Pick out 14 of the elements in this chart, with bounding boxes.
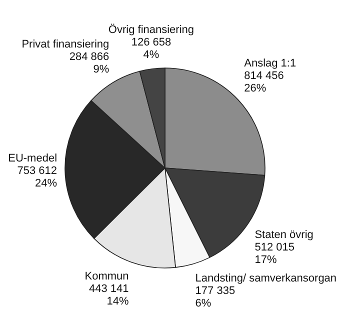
slice-label: Staten övrig — [254, 229, 314, 242]
slice-label: Anslag 1:1 — [244, 57, 296, 70]
slice-label: Övrig finansiering — [108, 22, 194, 36]
slice-label: Kommun — [84, 270, 129, 283]
data-label: 177 335 6% — [195, 285, 236, 310]
data-label: 126 658 4% — [131, 36, 172, 61]
slice-label: Privat finansiering — [22, 38, 110, 51]
data-label: 814 456 26% — [244, 70, 284, 94]
slice-label: EU-medel — [8, 152, 58, 165]
data-label: 284 866 9% — [69, 51, 110, 76]
slice-label: Landsting/ samverkansorgan — [195, 272, 337, 285]
data-label: 512 015 17% — [254, 242, 294, 266]
data-label: 443 141 14% — [89, 283, 129, 308]
data-label: 753 612 24% — [17, 165, 58, 190]
